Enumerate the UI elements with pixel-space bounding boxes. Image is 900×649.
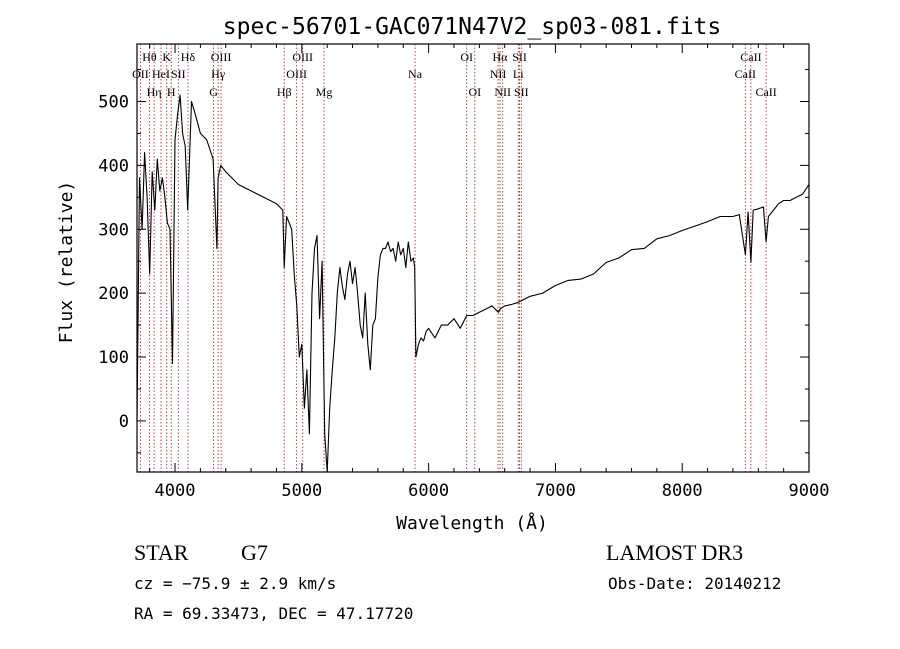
line-label: Li xyxy=(513,67,524,81)
x-tick-label: 4000 xyxy=(155,481,196,501)
emission-line-labels: Hθ OII Hη HeI K H SII Hδ OIII Hγ G Hβ OIII OIII Mg Na OI… xyxy=(132,50,777,99)
line-label: OIII xyxy=(286,67,307,81)
line-label: OI xyxy=(468,85,481,99)
line-label: Hγ xyxy=(211,67,226,81)
x-axis-label: Wavelength (Å) xyxy=(396,512,548,534)
coordinates: RA = 69.33473, DEC = 47.17720 xyxy=(134,604,413,623)
line-label: CaII xyxy=(735,67,756,81)
y-tick-label: 0 xyxy=(119,412,129,432)
line-label: K xyxy=(162,50,171,64)
line-label: OII xyxy=(132,67,149,81)
object-class: STAR xyxy=(134,540,189,565)
obs-date: Obs-Date: 20140212 xyxy=(608,574,781,593)
line-label: Hδ xyxy=(181,50,196,64)
line-label: NII xyxy=(490,67,507,81)
line-label: Hβ xyxy=(277,85,292,99)
line-label: OI xyxy=(460,50,473,64)
object-subclass: G7 xyxy=(241,540,268,565)
line-label: H xyxy=(167,85,176,99)
line-label: Na xyxy=(408,67,423,81)
x-axis-ticks: 4000 5000 6000 7000 8000 9000 xyxy=(149,44,830,501)
x-tick-label: 6000 xyxy=(408,481,449,501)
x-tick-label: 5000 xyxy=(281,481,322,501)
line-label: SII xyxy=(514,85,529,99)
line-label: CaII xyxy=(755,85,776,99)
line-label: Hθ xyxy=(142,50,157,64)
line-label: OIII xyxy=(211,50,232,64)
x-tick-label: 7000 xyxy=(535,481,576,501)
x-tick-label: 8000 xyxy=(662,481,703,501)
spectrum-line xyxy=(136,94,810,473)
plot-frame xyxy=(136,43,810,473)
emission-line-markers xyxy=(139,44,767,472)
line-label: CaII xyxy=(740,50,761,64)
y-tick-label: 400 xyxy=(98,156,129,176)
y-tick-label: 500 xyxy=(98,92,129,112)
line-label: SII xyxy=(512,50,527,64)
line-label: NII xyxy=(494,85,511,99)
line-label: HeI xyxy=(152,67,170,81)
x-tick-label: 9000 xyxy=(789,481,830,501)
line-label: G xyxy=(209,85,218,99)
line-label: OIII xyxy=(292,50,313,64)
line-label: SII xyxy=(171,67,186,81)
survey-name: LAMOST DR3 xyxy=(606,540,743,565)
y-axis-ticks: 0 100 200 300 400 500 xyxy=(98,69,809,454)
y-tick-label: 300 xyxy=(98,220,129,240)
y-tick-label: 200 xyxy=(98,284,129,304)
line-label: Hα xyxy=(493,50,509,64)
y-axis-label: Flux (relative) xyxy=(56,181,77,344)
y-tick-label: 100 xyxy=(98,348,129,368)
line-label: Hη xyxy=(147,85,162,99)
line-label: Mg xyxy=(316,85,333,99)
chart-title: spec-56701-GAC071N47V2_sp03-081.fits xyxy=(223,14,722,40)
redshift-text: cz = −75.9 ± 2.9 km/s xyxy=(134,574,336,593)
